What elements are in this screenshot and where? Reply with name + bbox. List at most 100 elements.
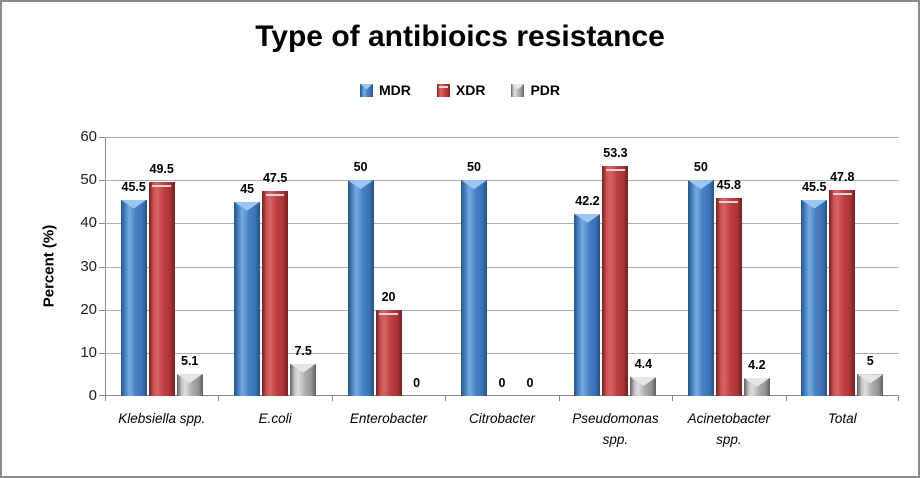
bar-value-label: 4.2: [748, 357, 766, 372]
bar-value-label: 42.2: [575, 193, 600, 208]
bar-cap: [234, 201, 261, 211]
bar-cap: [630, 377, 657, 387]
bar-value-label: 5: [866, 354, 874, 369]
bar-mdr-3: [347, 180, 374, 396]
swatch-cap: [359, 83, 373, 90]
bar-value-label: 50: [693, 160, 708, 175]
bar-value-label: 49.5: [149, 162, 174, 177]
bar-cap: [574, 213, 601, 223]
bar-mdr-7: [801, 199, 828, 396]
bar-value-label: 7.5: [294, 343, 312, 358]
bar-value-label: 45: [240, 181, 255, 196]
bar-value-label: 50: [353, 160, 368, 175]
y-tick-label: 10: [80, 343, 97, 361]
bar-xdr-3: [375, 309, 402, 396]
bar-cap: [687, 180, 714, 190]
bar-cap: [120, 199, 147, 209]
bar-xdr-6: [715, 198, 742, 396]
bar-value-label: 47.8: [830, 169, 855, 184]
y-tick-label: 20: [80, 300, 97, 318]
bar-value-label: 45.8: [716, 178, 742, 193]
y-tick-label: 50: [80, 171, 97, 189]
y-tick-label: 60: [80, 128, 97, 145]
bar-xdr-2: [262, 190, 289, 396]
legend-label: MDR: [378, 82, 411, 98]
bar-value-label: 0: [526, 376, 534, 390]
bar-cap: [176, 374, 203, 383]
x-category-label: E.coli: [258, 411, 292, 426]
y-axis-tick: [99, 137, 105, 138]
bar-value-label: 47.5: [262, 170, 288, 185]
bar-cap: [461, 180, 487, 190]
bar-value-label: 53.3: [603, 145, 628, 160]
y-tick-label: 40: [80, 214, 97, 232]
gridline: [105, 180, 899, 182]
bar-value-label: 50: [467, 160, 481, 175]
bar-cap: [290, 363, 317, 373]
x-axis-tick: [785, 396, 787, 401]
bar-cap: [152, 185, 172, 188]
bar-mdr-1: [120, 199, 147, 396]
x-axis-tick: [218, 396, 220, 401]
x-axis-tick: [445, 396, 447, 401]
bar-pdr-5: [630, 377, 657, 396]
bar-value-label: 45.5: [802, 179, 827, 194]
y-tick-label: 0: [88, 387, 97, 404]
bar-pdr-6: [743, 377, 770, 396]
y-axis-tick: [99, 309, 105, 311]
bar-pdr-7: [857, 374, 884, 396]
bar-value-label: 45.5: [121, 179, 146, 194]
y-axis-tick: [99, 266, 105, 268]
y-axis-tick: [99, 352, 105, 354]
y-axis-tick: [99, 395, 105, 396]
legend-swatch-icon: [436, 83, 450, 97]
x-category-label: Klebsiella spp.: [118, 411, 206, 426]
bar-value-label: 4.4: [634, 357, 653, 372]
x-axis-tick: [558, 396, 560, 401]
gridline: [105, 309, 899, 311]
swatch-cap: [438, 85, 449, 88]
chart-legend: MDR XDR PDR: [2, 82, 918, 98]
legend-swatch-icon: [359, 83, 373, 97]
y-axis-title: Percent (%): [40, 224, 58, 308]
bar-xdr-5: [602, 165, 629, 396]
legend-label: PDR: [530, 82, 560, 98]
y-tick-label: 30: [80, 257, 97, 275]
gridline: [105, 352, 899, 354]
legend-swatch-icon: [511, 83, 525, 97]
swatch-cap: [511, 83, 525, 90]
bar-cap: [347, 180, 374, 190]
bar-value-label: 0: [413, 376, 421, 390]
bar-cap: [801, 199, 828, 209]
x-axis-tick: [105, 396, 106, 401]
bar-xdr-1: [148, 182, 175, 396]
x-category-label: Total: [827, 411, 857, 426]
gridline: [105, 266, 899, 268]
legend-label: XDR: [455, 82, 486, 98]
bar-value-label: 20: [381, 289, 396, 304]
bar-cap: [606, 168, 625, 171]
bar-mdr-5: [574, 213, 601, 396]
plot-area: 0 10 20 30 40 50 60 45.5 45 50 50 42.2 50 45.5 49.5 47.…: [80, 128, 899, 447]
bar-mdr-6: [687, 180, 714, 396]
bar-value-label: 5.1: [181, 354, 199, 368]
x-axis-line: [105, 395, 899, 396]
chart-title: Type of antibioics resistance: [255, 20, 665, 53]
x-category-label: Pseudomonas spp.: [572, 411, 659, 447]
gridline: [105, 223, 899, 225]
legend-item-pdr: PDR: [511, 82, 560, 98]
y-axis-tick: [99, 223, 105, 225]
x-axis-tick: [331, 396, 333, 401]
x-axis-tick: [898, 396, 899, 401]
x-axis-tick: [672, 396, 674, 401]
legend-item-mdr: MDR: [359, 82, 411, 98]
y-axis-tick: [99, 180, 105, 182]
bar-pdr-1: [176, 374, 203, 396]
bar-mdr-4: [461, 180, 487, 396]
bar-mdr-2: [234, 201, 261, 396]
bar-cap: [379, 312, 398, 315]
legend-item-xdr: XDR: [436, 82, 486, 98]
x-category-label: Citrobacter: [468, 411, 536, 426]
bar-cap: [832, 192, 852, 195]
